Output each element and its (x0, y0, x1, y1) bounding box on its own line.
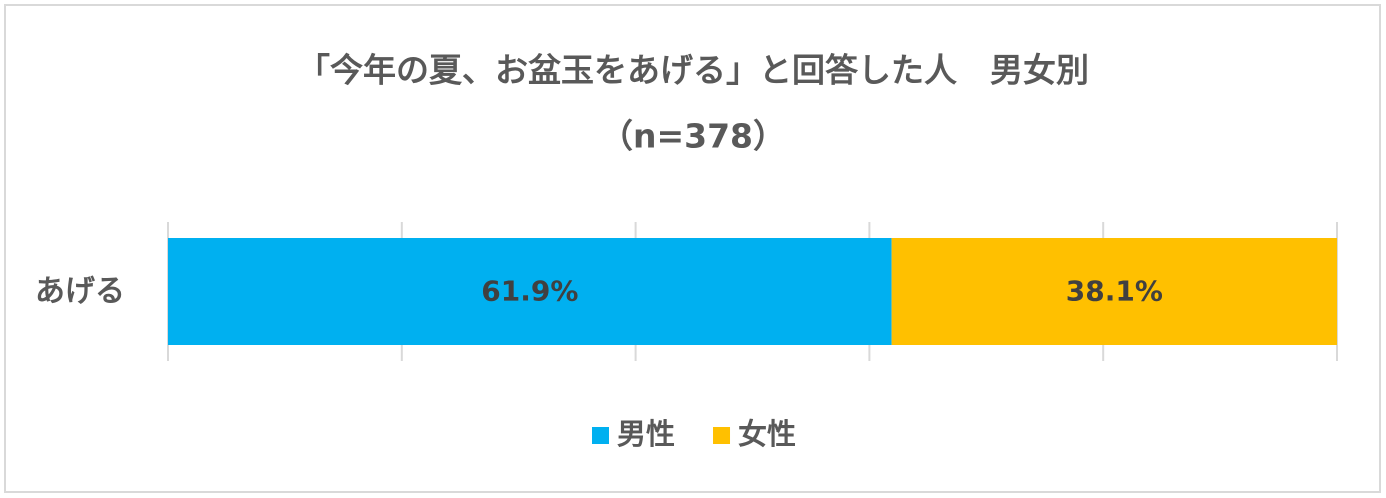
chart-title: 「今年の夏、お盆玉をあげる」と回答した人 男女別 (297, 51, 1089, 90)
legend-swatch (592, 427, 609, 444)
chart-subtitle: （n=378） (600, 117, 786, 156)
legend-label: 女性 (738, 417, 796, 451)
data-label: 38.1% (1066, 275, 1163, 308)
bar-segment (168, 238, 892, 345)
legend-swatch (713, 427, 731, 444)
y-tick-label: あげる (35, 274, 125, 309)
legend-label: 男性 (617, 417, 675, 451)
data-label: 61.9% (481, 275, 578, 308)
bar-segment (891, 238, 1337, 345)
